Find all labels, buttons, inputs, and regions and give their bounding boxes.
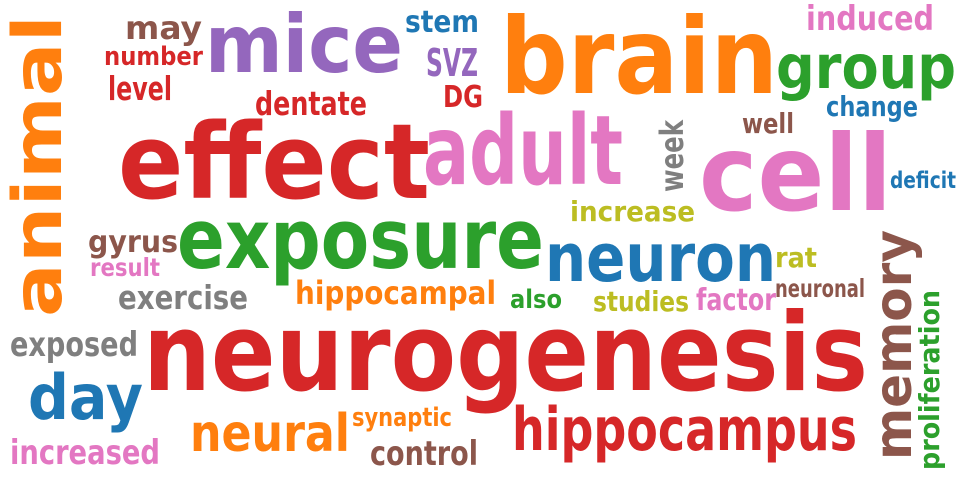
word-proliferation: proliferation [913, 290, 946, 470]
word-svz: SVZ [426, 41, 478, 85]
word-well: well [742, 107, 794, 140]
word-level: level [108, 69, 172, 108]
word-group: group [776, 32, 956, 103]
word-deficit: deficit [890, 168, 956, 194]
word-animal: animal [0, 14, 78, 317]
word-day: day [28, 361, 143, 434]
word-number: number [104, 42, 203, 72]
word-hippocampus: hippocampus [512, 395, 857, 465]
word-gyrus: gyrus [88, 225, 178, 260]
word-increase: increase [570, 195, 695, 228]
word-stem: stem [405, 5, 479, 40]
word-brain: brain [500, 0, 778, 118]
word-result: result [90, 253, 160, 282]
word-neural: neural [190, 404, 350, 464]
word-increased: increased [10, 433, 160, 473]
word-also: also [510, 285, 562, 315]
word-mice: mice [205, 0, 403, 91]
word-studies: studies [593, 285, 689, 318]
word-dg: DG [443, 80, 483, 115]
word-cell: cell [699, 113, 892, 235]
word-control: control [370, 434, 478, 474]
word-rat: rat [775, 241, 817, 274]
word-hippocampal: hippocampal [295, 274, 496, 312]
word-adult: adult [423, 95, 623, 207]
word-exercise: exercise [118, 278, 248, 317]
word-induced: induced [806, 0, 934, 39]
word-synaptic: synaptic [352, 403, 452, 433]
word-neuron: neuron [545, 219, 776, 297]
word-dentate: dentate [255, 84, 367, 123]
word-exposure: exposure [177, 191, 544, 288]
word-week: week [653, 120, 691, 192]
word-may: may [125, 9, 202, 47]
word-exposed: exposed [10, 325, 138, 365]
word-change: change [826, 90, 918, 123]
word-neurogenesis: neurogenesis [143, 291, 868, 416]
word-effect: effect [118, 101, 430, 223]
word-factor: factor [696, 283, 776, 318]
word-neuronal: neuronal [775, 274, 865, 303]
